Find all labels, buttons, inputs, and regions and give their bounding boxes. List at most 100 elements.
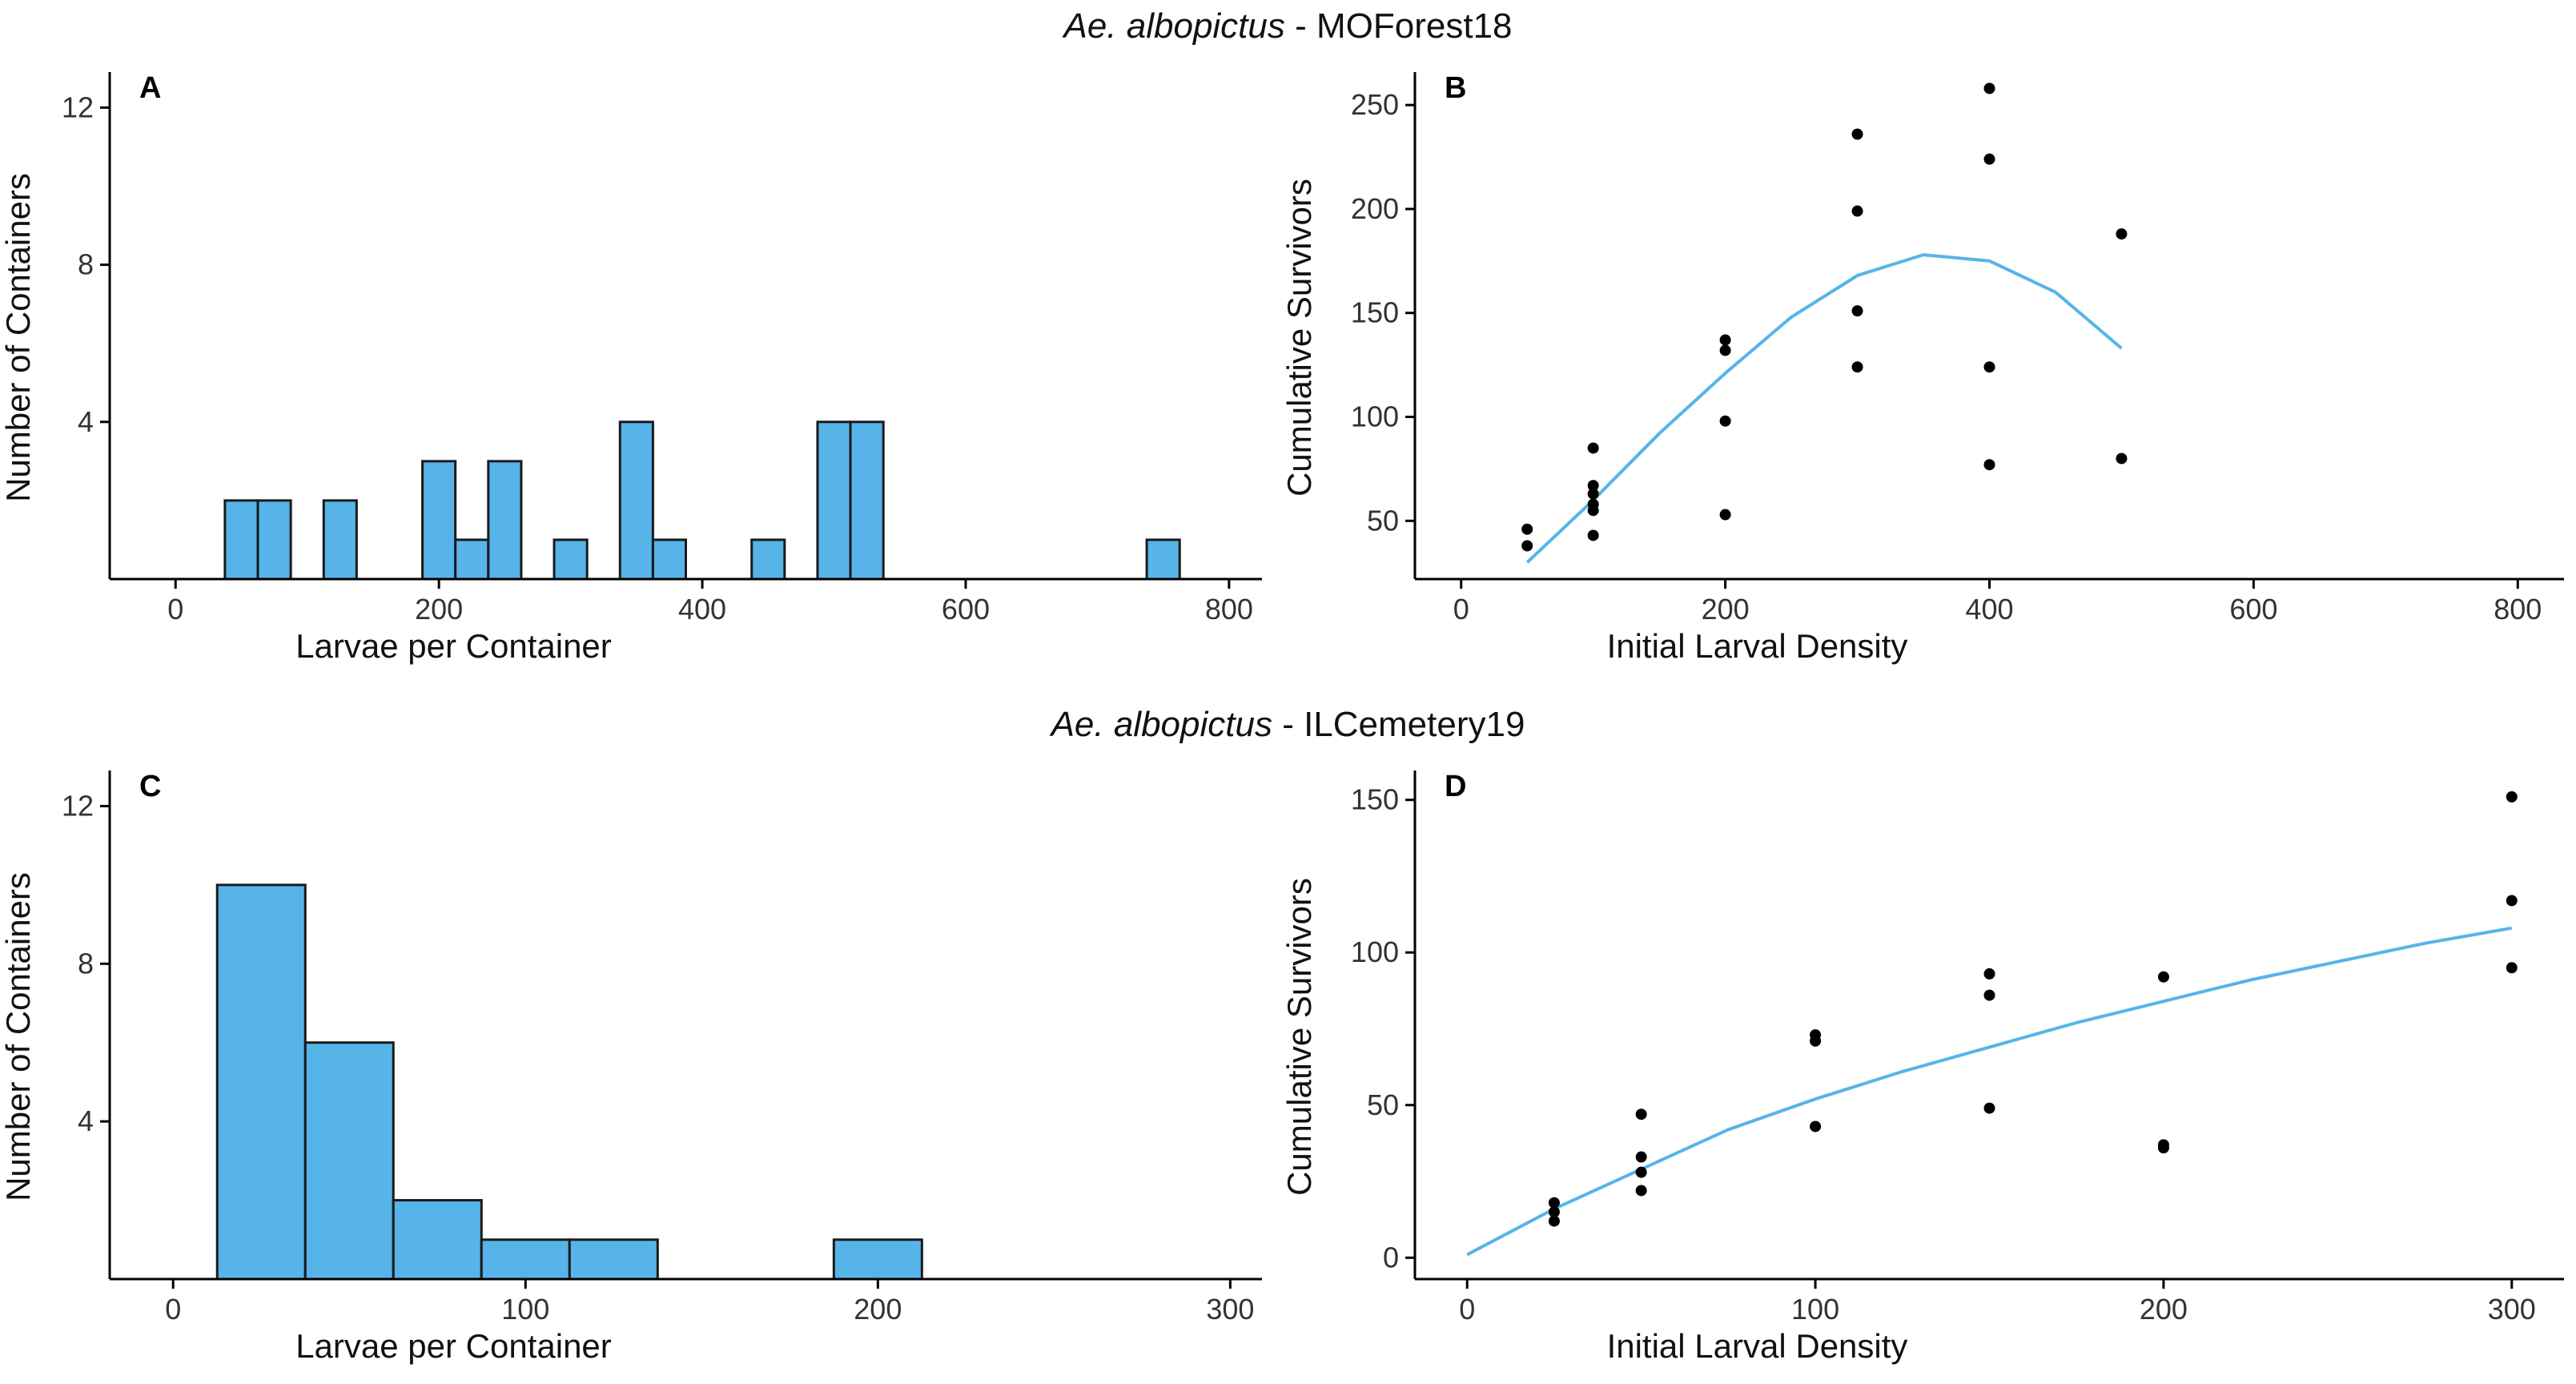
y-tick-label: 150 xyxy=(1351,296,1399,329)
title-species: Ae. albopictus xyxy=(1063,6,1285,46)
y-axis-label: Cumulative Survivors xyxy=(1280,179,1318,497)
histogram-bar xyxy=(1145,538,1181,581)
x-tick-label: 600 xyxy=(2229,593,2277,626)
histogram-bar xyxy=(392,1199,483,1281)
data-point xyxy=(1719,509,1731,521)
panel-label: A xyxy=(139,71,161,105)
histogram-bar xyxy=(750,538,786,581)
x-axis-label: Larvae per Container xyxy=(295,627,612,665)
data-point xyxy=(1548,1215,1560,1227)
data-point xyxy=(2506,962,2518,974)
data-point xyxy=(1983,459,1995,471)
data-point xyxy=(1587,480,1599,492)
y-tick-label: 250 xyxy=(1351,88,1399,121)
histogram-bar xyxy=(421,460,457,581)
x-tick-label: 0 xyxy=(1453,593,1469,626)
x-tick-label: 0 xyxy=(165,1293,181,1326)
y-tick-label: 8 xyxy=(78,947,94,980)
y-tick-label: 12 xyxy=(62,789,94,822)
panel-d: 0 100 200 300 0 50 100 150 Initial Larval Densit… xyxy=(1280,770,2564,1365)
row-title-top: Ae. albopictus - MOForest18 xyxy=(0,6,2576,46)
data-point xyxy=(2157,1142,2169,1154)
fit-curve xyxy=(1525,253,2123,564)
x-tick-label: 400 xyxy=(678,593,726,626)
data-point xyxy=(2116,228,2128,240)
y-tick-label: 4 xyxy=(78,405,94,438)
histogram-bar xyxy=(223,499,259,581)
y-tick-label: 100 xyxy=(1351,400,1399,433)
data-point xyxy=(1983,361,1995,373)
title-separator: - xyxy=(1272,705,1304,744)
data-point xyxy=(1635,1166,1647,1178)
x-tick-label: 200 xyxy=(415,593,463,626)
data-point xyxy=(1983,968,1995,980)
y-tick-label: 0 xyxy=(1383,1241,1399,1273)
x-tick-label: 800 xyxy=(2494,593,2542,626)
data-point xyxy=(1635,1108,1647,1120)
panel-b: 0 200 400 600 800 50 100 150 200 250 Initial Larva… xyxy=(1280,71,2564,665)
y-tick-label: 50 xyxy=(1367,504,1399,537)
histogram-bar xyxy=(618,420,654,581)
x-tick-label: 400 xyxy=(1965,593,2013,626)
data-point xyxy=(1548,1197,1560,1209)
histogram-bar xyxy=(303,1041,395,1281)
y-tick-label: 150 xyxy=(1351,783,1399,816)
data-point xyxy=(2116,453,2128,465)
y-axis-label: Cumulative Survivors xyxy=(1280,878,1318,1196)
data-point xyxy=(2157,971,2169,983)
data-point xyxy=(1521,540,1533,552)
data-point xyxy=(1587,529,1599,541)
panel-label: D xyxy=(1445,770,1466,803)
x-axis-label: Initial Larval Density xyxy=(1607,1327,1908,1365)
y-tick-label: 4 xyxy=(78,1104,94,1137)
data-point xyxy=(1719,344,1731,356)
y-tick-label: 100 xyxy=(1351,935,1399,968)
title-site: MOForest18 xyxy=(1316,6,1513,46)
data-point xyxy=(1635,1151,1647,1163)
data-point xyxy=(1587,488,1599,500)
x-tick-label: 600 xyxy=(942,593,990,626)
histogram-bar xyxy=(553,538,589,581)
x-axis-label: Initial Larval Density xyxy=(1607,627,1908,665)
x-tick-label: 200 xyxy=(1702,593,1750,626)
data-point xyxy=(1851,361,1863,373)
histogram-bar xyxy=(816,420,852,581)
data-point xyxy=(1851,205,1863,217)
y-axis-label: Number of Containers xyxy=(0,872,37,1201)
histogram-bar xyxy=(651,538,688,581)
histogram-bar xyxy=(454,538,490,581)
x-axis-label: Larvae per Container xyxy=(295,1327,612,1365)
data-point xyxy=(1810,1120,1822,1133)
y-tick-label: 12 xyxy=(62,91,94,123)
x-tick-label: 100 xyxy=(1791,1293,1839,1326)
row-title-bottom: Ae. albopictus - ILCemetery19 xyxy=(0,705,2576,745)
data-point xyxy=(1810,1035,1822,1047)
data-point xyxy=(1983,989,1995,1001)
y-axis-label: Number of Containers xyxy=(0,173,37,502)
data-point xyxy=(1719,415,1731,427)
histogram-bar xyxy=(568,1238,659,1281)
x-tick-label: 300 xyxy=(1206,1293,1254,1326)
data-point xyxy=(1587,505,1599,517)
data-point xyxy=(1983,82,1995,95)
title-separator: - xyxy=(1284,6,1316,46)
panel-c: 0 100 200 300 4 8 12 Larvae per Container Number… xyxy=(0,770,1262,1365)
histogram-bar xyxy=(849,420,885,581)
data-point xyxy=(1983,1102,1995,1114)
data-point xyxy=(1548,1206,1560,1218)
histogram-bar xyxy=(256,499,292,581)
x-tick-label: 0 xyxy=(167,593,183,626)
title-site: ILCemetery19 xyxy=(1304,705,1525,744)
data-point xyxy=(2506,791,2518,803)
histogram-bar xyxy=(322,499,358,581)
x-tick-label: 200 xyxy=(854,1293,902,1326)
x-tick-label: 300 xyxy=(2488,1293,2536,1326)
data-point xyxy=(1719,334,1731,346)
data-point xyxy=(2506,895,2518,907)
data-point xyxy=(1521,523,1533,535)
title-species: Ae. albopictus xyxy=(1051,705,1272,744)
histogram-bar xyxy=(215,883,307,1281)
data-point xyxy=(1587,442,1599,454)
